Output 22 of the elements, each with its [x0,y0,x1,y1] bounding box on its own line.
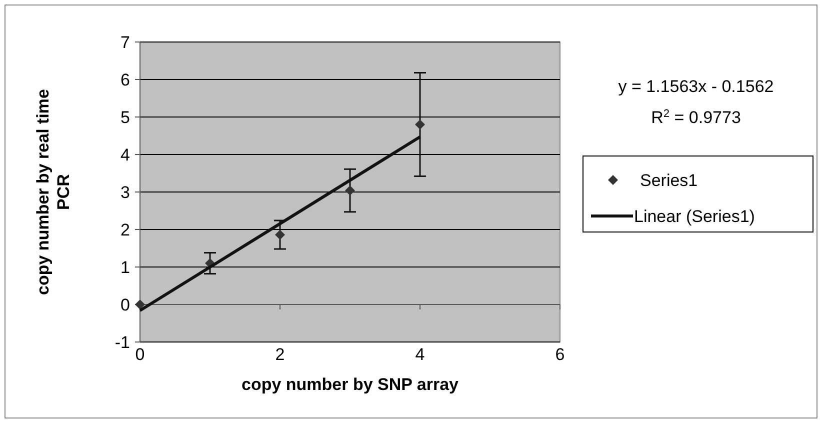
legend-label: Linear (Series1) [634,206,755,226]
y-tick-label: 6 [120,70,130,90]
text: y = 1.1563x - 0.1562 [618,77,774,96]
y-tick-label: -1 [114,332,130,352]
y-tick-label: 4 [120,145,130,164]
point [275,230,285,240]
y-tick-label: 3 [120,182,130,202]
x-tick-label: 6 [555,344,565,364]
x-axis-title: copy number by SNP array [242,375,460,394]
x-tick-label: 4 [415,344,425,364]
y-tick-label: 1 [120,258,130,277]
y-tick-label: 2 [120,220,130,240]
legend-label: Series1 [640,170,698,190]
y-tick-label: 7 [120,32,130,52]
y-tick-label: 5 [120,108,130,127]
y-tick-label: 0 [120,295,130,314]
text: R$^{2}$ = 0.9773 [651,108,741,127]
y-axis-title: copy number by real time PCR [34,89,73,295]
x-tick-label: 0 [135,344,145,364]
point [345,186,355,196]
point [415,120,425,130]
x-tick-label: 2 [275,344,285,364]
